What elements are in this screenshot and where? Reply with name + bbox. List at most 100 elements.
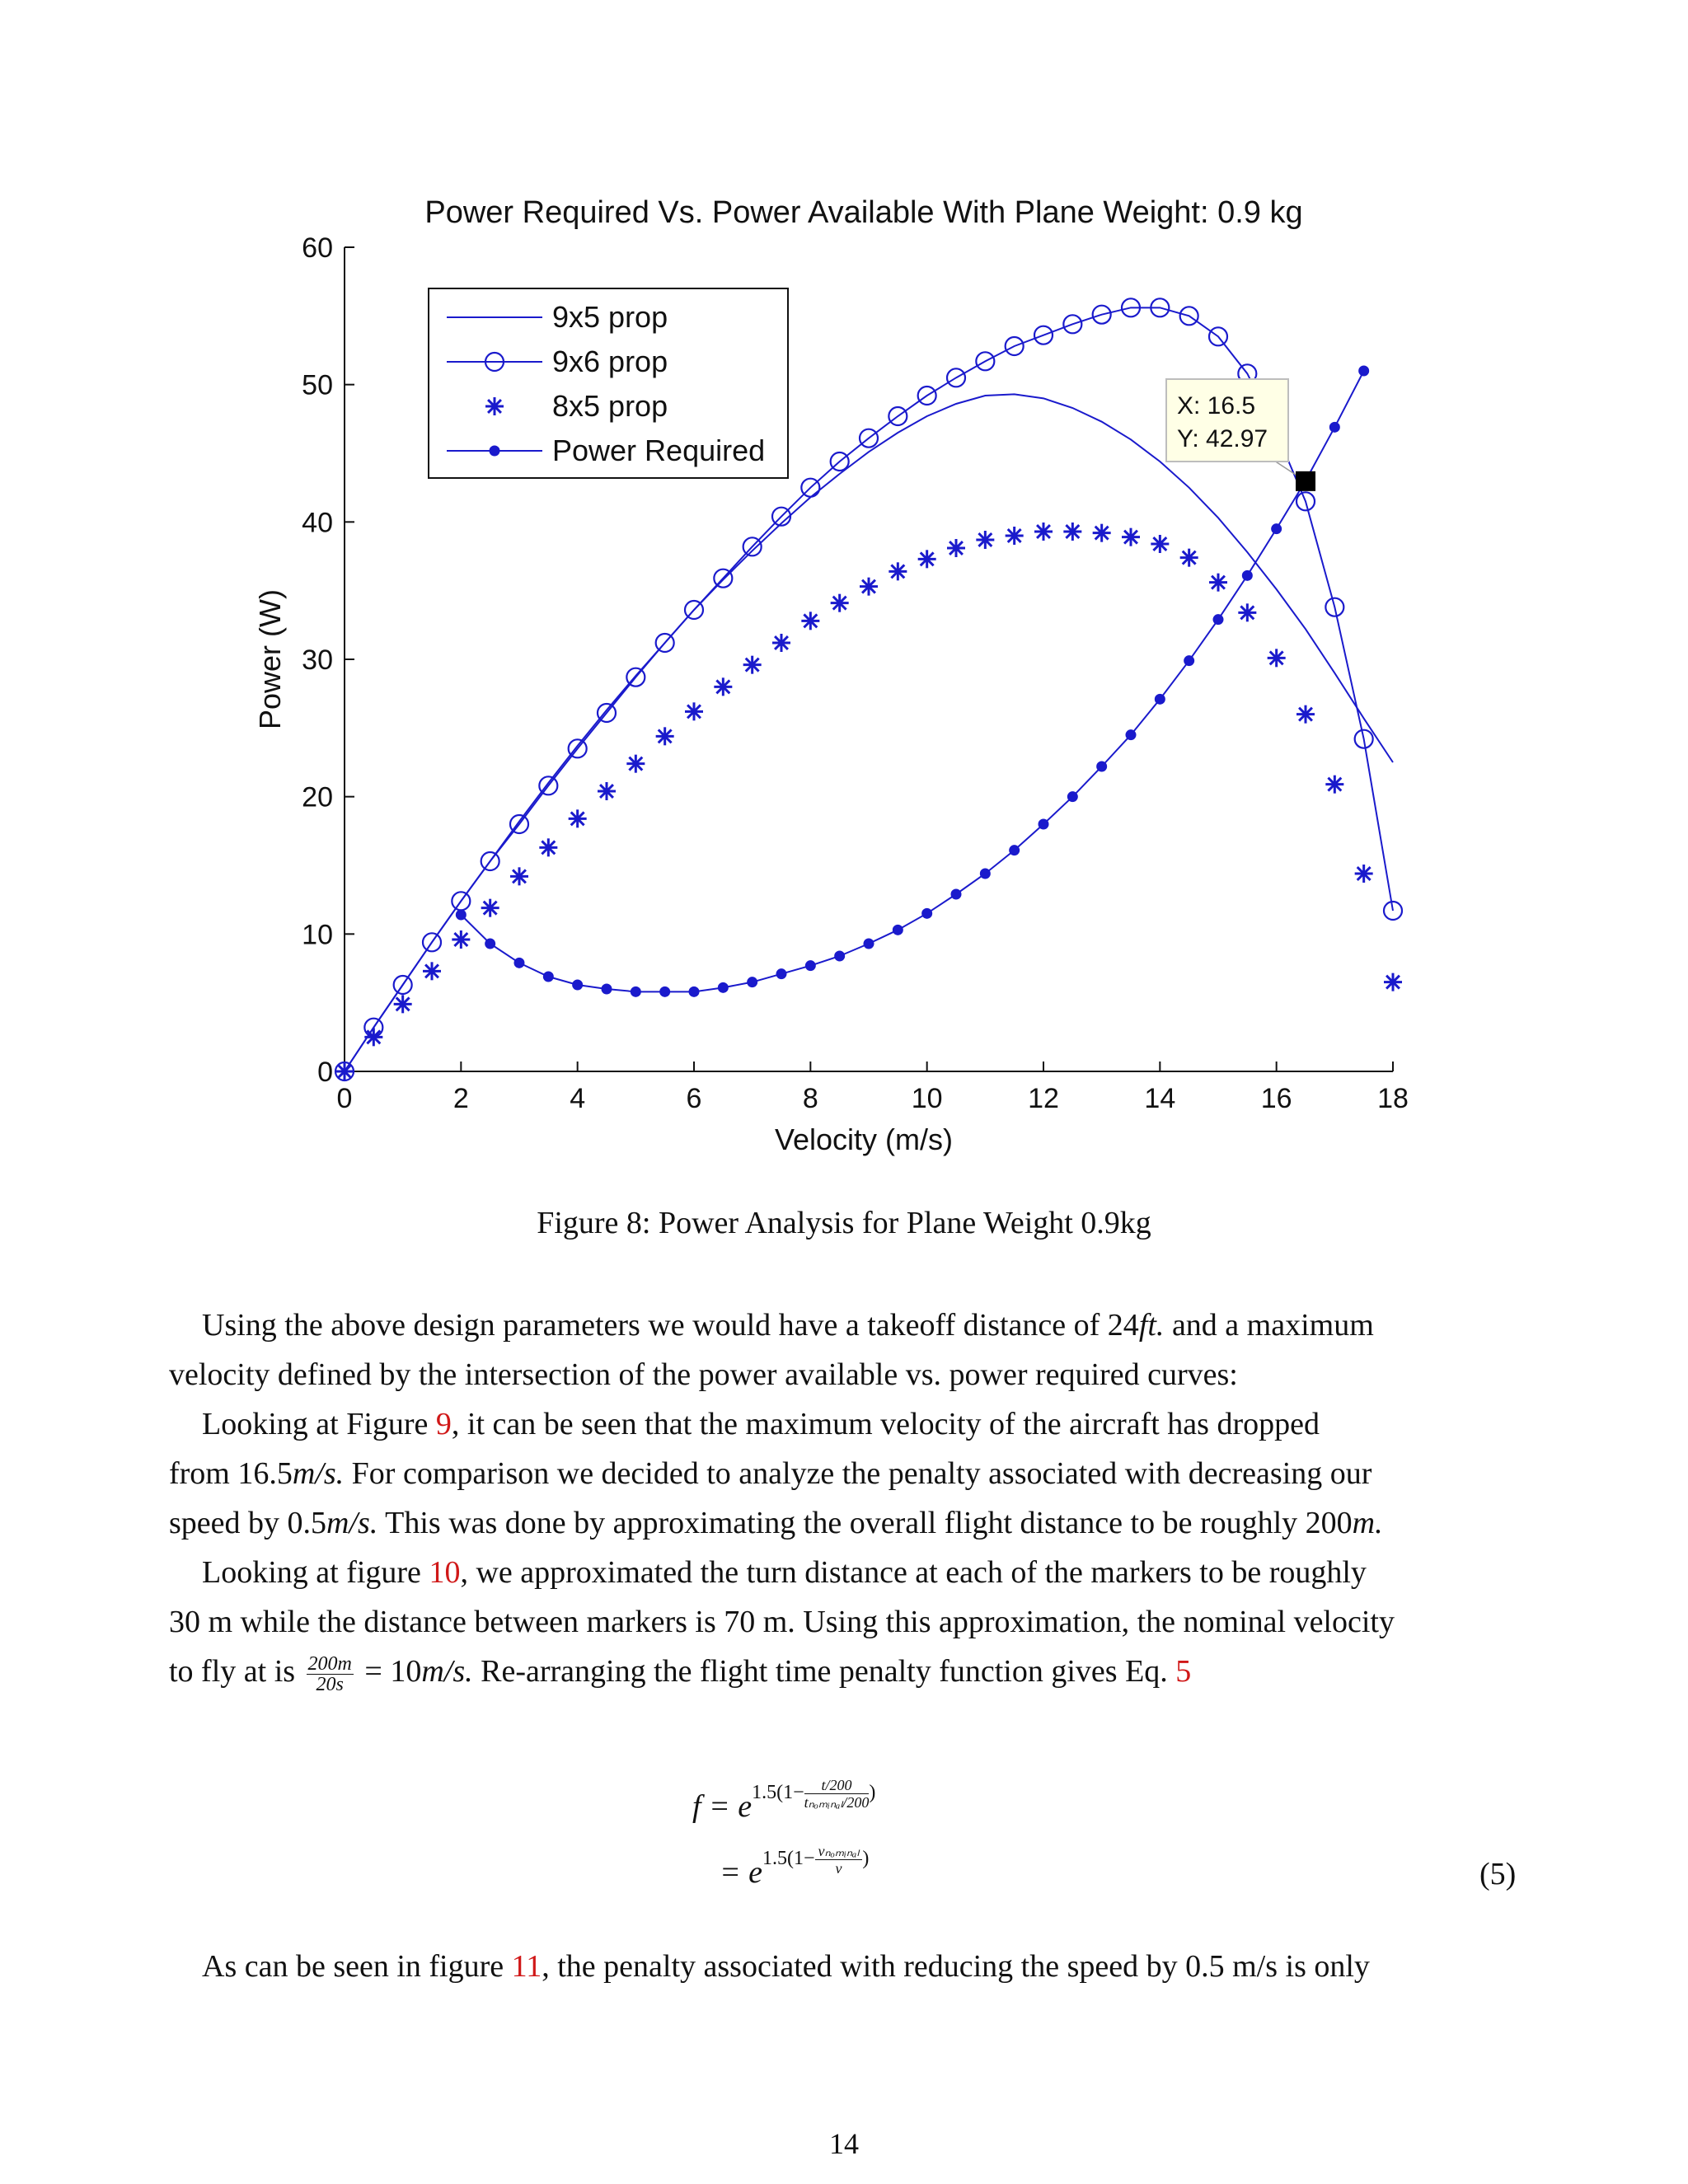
- circle-marker: [509, 813, 530, 835]
- eq-lhs: f = e: [692, 1789, 753, 1824]
- datatip[interactable]: X: 16.5 Y: 42.97: [1165, 378, 1315, 491]
- asterisk-marker: [1325, 775, 1344, 794]
- asterisk-stroke: [919, 551, 935, 567]
- power-chart: Power Required Vs. Power Available With …: [253, 195, 1409, 1156]
- p2-text-a: Looking at Figure: [202, 1407, 436, 1441]
- legend-item: 8x5 prop: [485, 389, 668, 423]
- asterisk-stroke: [453, 932, 469, 947]
- asterisk-marker: [801, 612, 820, 630]
- circle-marker: [1353, 729, 1374, 749]
- eq-5-link[interactable]: 5: [1175, 1654, 1192, 1689]
- asterisk-stroke: [628, 756, 644, 771]
- paragraph-4: As can be seen in figure 11, the penalty…: [169, 1942, 1521, 1991]
- p2-l3-b: This was done by approximating the overa…: [377, 1506, 1353, 1540]
- asterisk-marker: [1238, 603, 1257, 622]
- x-tick-label: 4: [570, 1083, 585, 1114]
- circle-marker: [917, 385, 937, 406]
- p1-line-2: velocity defined by the intersection of …: [169, 1357, 1238, 1392]
- asterisk-stroke: [1356, 866, 1372, 881]
- legend-label: Power Required: [552, 434, 765, 467]
- asterisk-marker: [1151, 535, 1170, 553]
- asterisk-marker: [917, 550, 936, 569]
- circle-marker: [538, 776, 559, 796]
- asterisk-marker: [1034, 523, 1053, 541]
- p3-l3-a: to fly at is: [169, 1654, 303, 1689]
- p2-l3-a: speed by 0.5: [169, 1506, 327, 1540]
- paragraph-1: Using the above design parameters we wou…: [169, 1301, 1521, 1399]
- dot-marker: [1154, 693, 1165, 705]
- circle-marker: [742, 537, 762, 557]
- figure-10-link[interactable]: 10: [429, 1555, 461, 1590]
- legend-item: 9x5 prop: [447, 300, 668, 334]
- asterisk-stroke: [774, 635, 789, 650]
- p3-l3-b: = 10: [356, 1654, 422, 1689]
- dot-marker: [979, 868, 991, 879]
- asterisk-marker: [772, 634, 790, 652]
- asterisk-marker: [1267, 649, 1286, 668]
- circle-marker: [713, 568, 734, 588]
- y-tick-label: 30: [302, 644, 333, 676]
- asterisk-stroke: [1006, 528, 1022, 543]
- p2-l2-b: For comparison we decided to analyze the…: [344, 1456, 1372, 1491]
- fraction-denominator: 20s: [316, 1673, 344, 1695]
- p3-text-a: Looking at figure: [202, 1555, 429, 1590]
- x-tick-label: 18: [1377, 1083, 1409, 1114]
- y-tick-label: 40: [302, 507, 333, 538]
- p1-text-a: Using the above design parameters we wou…: [202, 1308, 1139, 1343]
- eq-exponent-1: 1.5(1− t/200 tₙₒₘᵢₙₐₗ/200): [752, 1777, 875, 1811]
- datatip-x: X: 16.5: [1177, 392, 1255, 419]
- dot-marker: [572, 979, 584, 991]
- p3-text-b: , we approximated the turn distance at e…: [460, 1555, 1367, 1590]
- circle-marker: [888, 405, 908, 427]
- asterisk-marker: [481, 898, 499, 917]
- circle-marker: [858, 428, 879, 448]
- x-tick-label: 6: [687, 1083, 702, 1114]
- asterisk-stroke: [1268, 650, 1284, 666]
- asterisk-stroke: [487, 399, 502, 414]
- asterisk-stroke: [541, 840, 556, 855]
- asterisk-marker: [889, 562, 907, 581]
- asterisk-stroke: [424, 963, 439, 979]
- circle-marker: [975, 351, 996, 372]
- circle-marker: [1062, 314, 1083, 335]
- y-tick-label: 20: [302, 782, 333, 813]
- asterisk-stroke: [949, 541, 964, 555]
- asterisk-stroke: [1152, 537, 1168, 551]
- p4-text-b: , the penalty associated with reducing t…: [542, 1949, 1370, 1984]
- x-tick-label: 10: [912, 1083, 943, 1114]
- asterisk-stroke: [715, 679, 731, 695]
- asterisk-marker: [976, 531, 995, 549]
- asterisk-marker: [830, 593, 849, 612]
- eq-exp1-num: t/200: [804, 1777, 870, 1794]
- dot-marker: [1096, 761, 1108, 772]
- figure-11-link[interactable]: 11: [511, 1949, 542, 1984]
- dot-marker: [863, 938, 874, 949]
- asterisk-marker: [743, 655, 762, 674]
- circle-marker: [800, 477, 821, 498]
- p4-text-a: As can be seen in figure: [202, 1949, 512, 1984]
- asterisk-stroke: [657, 729, 673, 744]
- asterisk-stroke: [1298, 706, 1313, 722]
- legend-label: 8x5 prop: [552, 389, 668, 423]
- legend: 9x5 prop 9x6 prop 8x5 prop Power Required: [428, 288, 789, 479]
- circle-marker: [1091, 304, 1112, 325]
- dot-marker: [455, 909, 467, 921]
- asterisk-stroke: [978, 532, 993, 547]
- asterisk-stroke: [1123, 529, 1138, 545]
- asterisk-stroke: [1036, 524, 1051, 539]
- dot-marker: [717, 982, 729, 993]
- eq-exp2-fraction: vₙₒₘᵢₙₐₗ v: [814, 1843, 863, 1877]
- dot-marker: [601, 983, 612, 995]
- circle-marker: [683, 599, 705, 621]
- circle-marker: [480, 851, 500, 872]
- y-tick-label: 10: [302, 919, 333, 950]
- p2-l2-a: from 16.5: [169, 1456, 293, 1491]
- circle-marker: [1325, 597, 1345, 617]
- dot-marker: [1358, 365, 1370, 377]
- asterisk-stroke: [1327, 776, 1343, 792]
- dot-marker: [1125, 729, 1137, 741]
- figure-9-link[interactable]: 9: [435, 1407, 452, 1441]
- asterisk-marker: [1384, 972, 1402, 991]
- asterisk-stroke: [482, 900, 498, 916]
- y-tick-label: 60: [302, 232, 333, 264]
